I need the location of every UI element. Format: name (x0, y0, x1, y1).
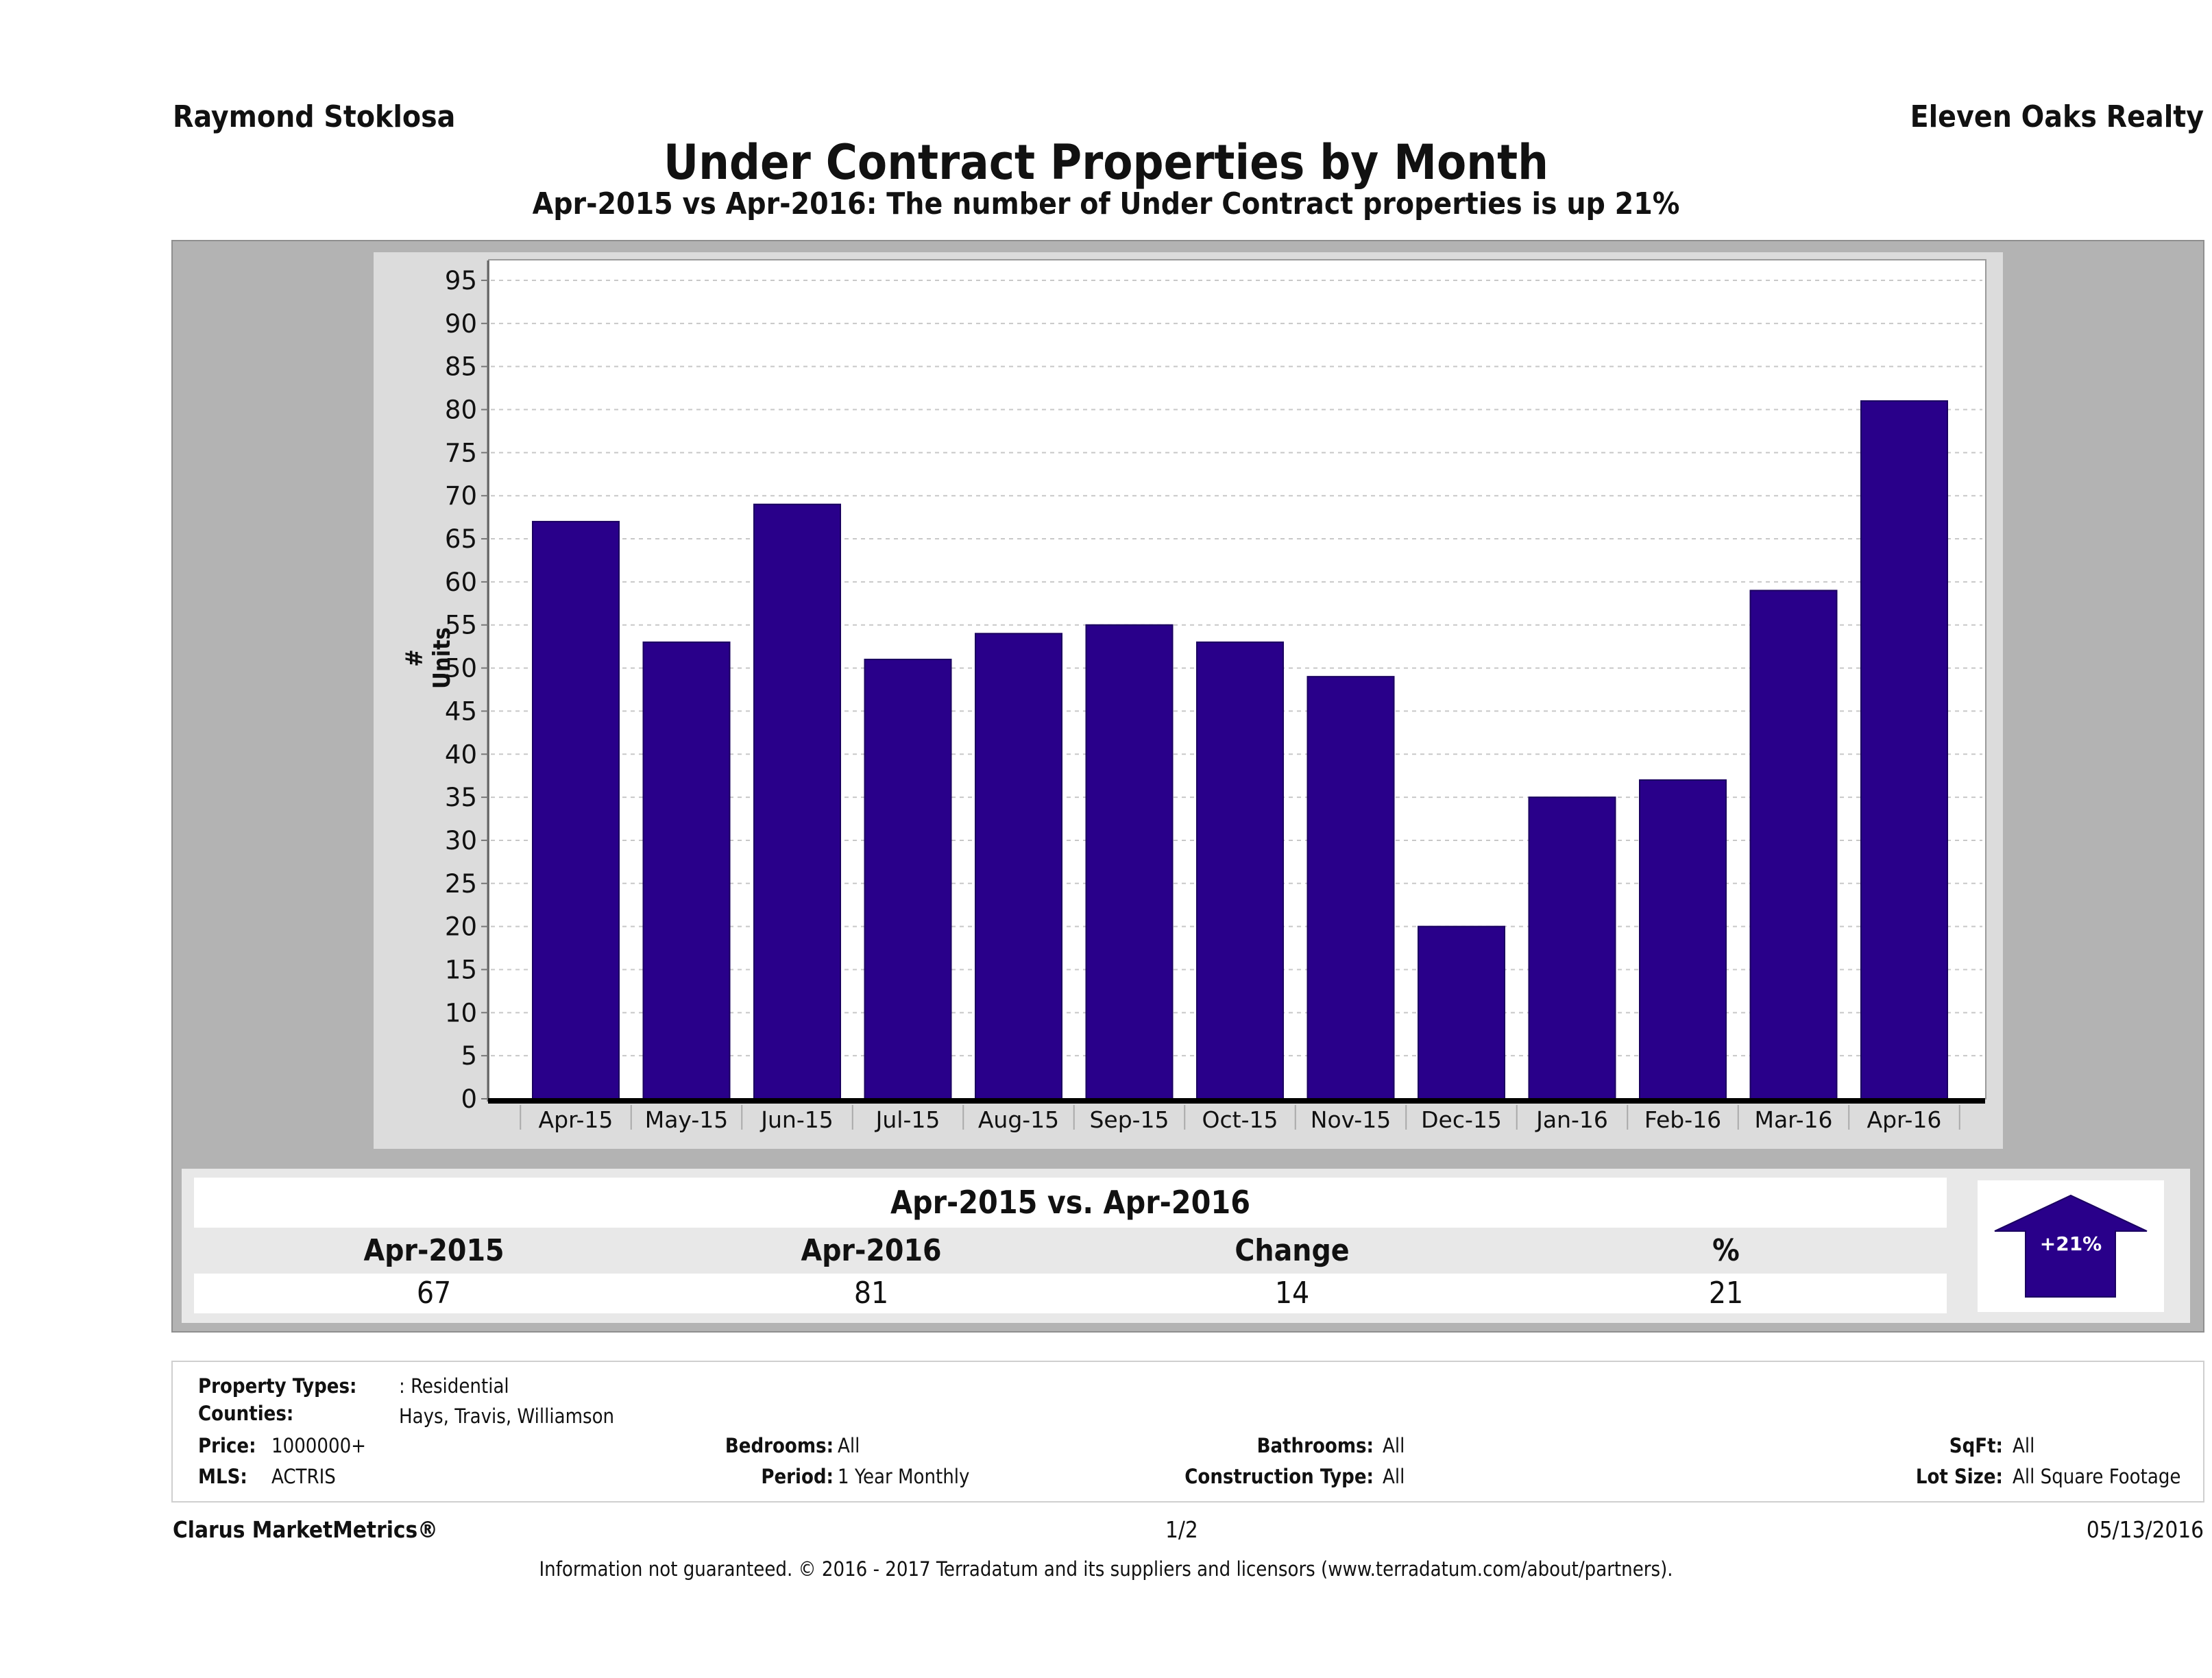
filter-period-label: Period: (761, 1465, 834, 1488)
filter-construction-type-label: Construction Type: (1184, 1465, 1374, 1488)
filter-mls-label: MLS: (198, 1465, 247, 1488)
bar-feb-16 (1639, 779, 1727, 1099)
chart-title: Under Contract Properties by Month (663, 134, 1549, 191)
x-tick-label: Oct-15 (1202, 1106, 1278, 1133)
y-tick-label: 75 (445, 438, 477, 467)
bar-chart: 0 5 10 15 20 25 30 35 40 45 50 55 60 65 70 75 80 85 90 95 A… (445, 260, 1985, 1133)
y-tick-label: 15 (445, 955, 477, 984)
filter-price-value: 1000000+ (271, 1434, 367, 1457)
filter-bedrooms-label: Bedrooms: (725, 1434, 834, 1457)
y-tick-label: 35 (445, 783, 477, 812)
y-tick-label: 60 (445, 568, 477, 597)
filter-lot-size-label: Lot Size: (1915, 1465, 2003, 1488)
x-tick-label: Mar-16 (1754, 1106, 1832, 1133)
x-tick-label: Apr-16 (1867, 1106, 1942, 1133)
filter-sqft-label: SqFt: (1949, 1434, 2003, 1457)
summary-header-row: Apr-2015 Apr-2016 Change % (194, 1228, 1947, 1274)
summary-value-change: 14 (1274, 1276, 1310, 1311)
y-tick-label: 65 (445, 524, 477, 554)
y-tick-label: 95 (445, 266, 477, 295)
report-date: 05/13/2016 (2086, 1516, 2204, 1543)
y-tick-label: 40 (445, 740, 477, 769)
filter-bedrooms-value: All (838, 1434, 860, 1457)
x-tick-label: Jun-15 (759, 1106, 833, 1133)
y-tick-label: 10 (445, 998, 477, 1028)
filter-bathrooms-label: Bathrooms: (1256, 1434, 1374, 1457)
product-name: Clarus MarketMetrics® (173, 1516, 438, 1543)
summary-header-percent: % (1712, 1233, 1740, 1268)
summary-value-percent: 21 (1708, 1276, 1744, 1311)
filter-criteria: Property Types: : Residential Counties: … (171, 1361, 2204, 1503)
x-tick-label: Jan-16 (1535, 1106, 1608, 1133)
y-tick-label: 70 (445, 481, 477, 511)
summary-value-apr-2015: 67 (416, 1276, 452, 1311)
x-tick-label: Feb-16 (1644, 1106, 1721, 1133)
bar-apr-16 (1860, 400, 1948, 1099)
change-badge-label: +21% (2040, 1232, 2102, 1255)
y-tick-label: 45 (445, 696, 477, 726)
y-tick-label: 0 (461, 1084, 477, 1114)
bar-oct-15 (1196, 641, 1284, 1099)
bar-aug-15 (975, 633, 1062, 1099)
x-tick-label: Aug-15 (978, 1106, 1059, 1133)
summary-header-apr-2015: Apr-2015 (363, 1233, 505, 1268)
filter-construction-type-value: All (1383, 1465, 1405, 1488)
x-tick-label: Jul-15 (875, 1106, 940, 1133)
bar-sep-15 (1085, 624, 1174, 1099)
y-tick-label: 90 (445, 309, 477, 339)
bar-apr-15 (532, 520, 620, 1099)
x-tick-label: Apr-15 (539, 1106, 613, 1133)
summary-header-apr-2016: Apr-2016 (801, 1233, 942, 1268)
summary-value-row: 67 81 14 21 (194, 1274, 1947, 1313)
y-tick-label: 85 (445, 352, 477, 382)
filter-property-types-label: Property Types: (198, 1374, 357, 1398)
change-badge: +21% (1978, 1180, 2164, 1312)
chart-subtitle: Apr-2015 vs Apr-2016: The number of Unde… (532, 186, 1680, 221)
summary-title: Apr-2015 vs. Apr-2016 (194, 1178, 1947, 1228)
y-tick-label: 80 (445, 396, 477, 425)
y-tick-label: 25 (445, 869, 477, 899)
y-tick-label: 20 (445, 912, 477, 942)
filter-sqft-value: All (2013, 1434, 2035, 1457)
up-arrow-icon: +21% (1994, 1194, 2148, 1298)
filter-lot-size-value: All Square Footage (2013, 1465, 2181, 1488)
x-tick-label: Dec-15 (1421, 1106, 1502, 1133)
y-tick-label: 5 (461, 1041, 477, 1071)
summary-header-change: Change (1235, 1233, 1350, 1268)
filter-period-value: 1 Year Monthly (838, 1465, 970, 1488)
y-tick-label: 30 (445, 826, 477, 855)
filter-bathrooms-value: All (1383, 1434, 1405, 1457)
bar-may-15 (642, 641, 731, 1099)
bar-jan-16 (1528, 797, 1616, 1099)
brokerage-name: Eleven Oaks Realty (1910, 99, 2204, 134)
filter-mls-value: ACTRIS (271, 1465, 336, 1488)
bar-dec-15 (1418, 925, 1505, 1100)
filter-counties-value: Hays, Travis, Williamson (399, 1405, 615, 1428)
y-tick-label: 50 (445, 654, 477, 683)
filter-counties-label: Counties: (198, 1402, 294, 1425)
disclaimer: Information not guaranteed. © 2016 - 201… (539, 1557, 1673, 1581)
bar-jul-15 (864, 659, 952, 1099)
summary-value-apr-2016: 81 (853, 1276, 889, 1311)
x-tick-label: May-15 (645, 1106, 729, 1133)
page-number: 1/2 (1165, 1516, 1198, 1543)
agent-name: Raymond Stoklosa (173, 99, 456, 134)
x-tick-label: Nov-15 (1311, 1106, 1391, 1133)
filter-price-label: Price: (198, 1434, 256, 1457)
bar-nov-15 (1306, 676, 1395, 1099)
x-tick-label: Sep-15 (1089, 1106, 1169, 1133)
filter-property-types-value: : Residential (399, 1374, 509, 1398)
y-tick-label: 55 (445, 611, 477, 640)
bar-mar-16 (1749, 589, 1838, 1099)
bar-jun-15 (753, 503, 841, 1099)
